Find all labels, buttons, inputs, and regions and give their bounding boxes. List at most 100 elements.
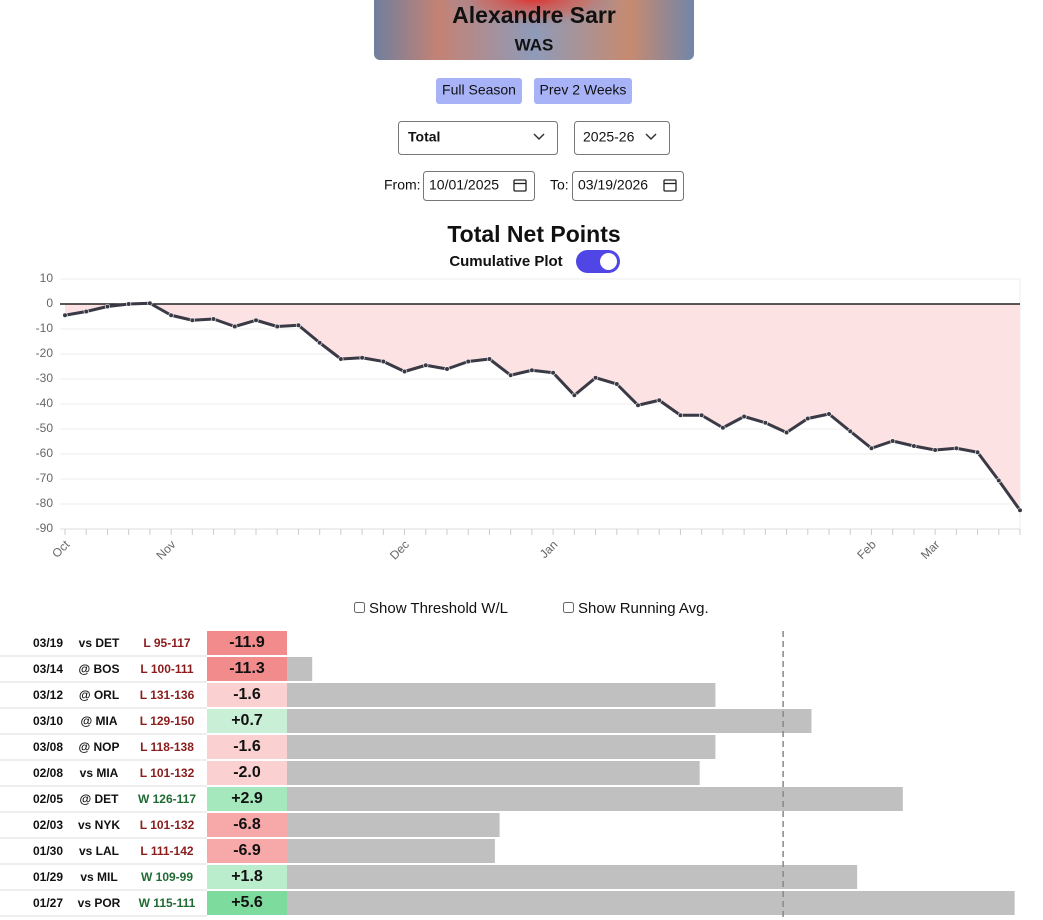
minutes-bar xyxy=(287,761,700,785)
date-value[interactable]: 03/19/2026 xyxy=(578,177,648,193)
value-cell xyxy=(207,683,287,707)
x-tick-label: Feb xyxy=(854,537,879,562)
y-tick-label: -20 xyxy=(36,346,54,360)
value-label: +5.6 xyxy=(231,894,263,911)
select-value[interactable]: Total xyxy=(408,129,440,145)
calendar-icon xyxy=(513,179,527,192)
value-cell xyxy=(207,813,287,837)
minutes-bar xyxy=(287,657,313,681)
point xyxy=(677,412,684,418)
point xyxy=(295,322,302,328)
select[interactable] xyxy=(398,121,558,155)
point xyxy=(486,356,493,362)
point xyxy=(508,372,514,378)
checkbox[interactable] xyxy=(354,602,365,613)
game-date: 01/29 xyxy=(33,870,63,884)
point xyxy=(359,355,365,361)
point xyxy=(953,445,959,451)
game-result: W 115-111 xyxy=(139,896,196,910)
button[interactable] xyxy=(436,78,522,104)
point xyxy=(423,362,429,368)
select[interactable] xyxy=(574,121,670,155)
value-label: +2.9 xyxy=(231,790,263,807)
row-bg xyxy=(0,735,207,759)
point xyxy=(847,428,853,434)
y-tick-label: -50 xyxy=(36,421,54,435)
checkbox[interactable] xyxy=(563,602,574,613)
point xyxy=(380,358,386,365)
game-result: L 118-138 xyxy=(140,740,194,754)
point xyxy=(868,445,875,451)
checkbox-label[interactable]: Show Threshold W/L xyxy=(369,600,508,617)
minutes-bar xyxy=(287,735,716,759)
point xyxy=(253,317,259,323)
date-input[interactable] xyxy=(572,171,684,201)
point xyxy=(805,415,811,422)
y-tick-label: -10 xyxy=(36,321,54,335)
game-date: 03/14 xyxy=(33,662,63,676)
value-cell xyxy=(207,839,287,863)
minutes-bar xyxy=(287,787,903,811)
game-date: 03/12 xyxy=(33,688,63,702)
value-label: +1.8 xyxy=(231,868,263,885)
point xyxy=(762,420,768,426)
toggle-knob xyxy=(600,253,617,270)
point xyxy=(210,316,217,322)
calendar-icon xyxy=(663,179,677,192)
minutes-bar xyxy=(287,709,812,733)
point xyxy=(571,392,577,398)
row-bg xyxy=(0,839,207,863)
value-label: -2.0 xyxy=(233,764,261,781)
value-cell xyxy=(207,865,287,889)
minutes-bar xyxy=(287,813,500,837)
row-bg xyxy=(0,761,207,785)
value-label: -11.3 xyxy=(229,660,265,677)
point xyxy=(444,366,450,372)
chart-title: Total Net Points xyxy=(447,221,620,247)
minutes-bar xyxy=(287,839,495,863)
card-image xyxy=(444,0,624,40)
row-bg xyxy=(0,865,207,889)
select-value[interactable]: 2025-26 xyxy=(583,129,635,145)
game-date: 01/30 xyxy=(33,844,63,858)
button[interactable] xyxy=(534,78,632,104)
point xyxy=(635,402,641,408)
x-tick-label: Nov xyxy=(153,537,178,562)
point xyxy=(656,397,662,403)
point xyxy=(699,412,705,418)
minutes-bar xyxy=(287,683,716,707)
y-tick-label: -60 xyxy=(36,446,54,460)
value-label: -1.6 xyxy=(233,686,261,703)
chevron xyxy=(533,133,545,141)
point xyxy=(826,411,832,417)
checkbox-label[interactable]: Show Running Avg. xyxy=(578,600,709,617)
value-cell xyxy=(207,657,287,681)
player-name: Alexandre Sarr xyxy=(452,2,616,28)
date-value[interactable]: 10/01/2025 xyxy=(429,177,499,193)
x-tick-label: Oct xyxy=(49,537,73,561)
game-result: W 126-117 xyxy=(138,792,196,806)
point xyxy=(401,368,408,375)
game-result: L 101-132 xyxy=(140,766,195,780)
opponent: @ NOP xyxy=(78,740,119,754)
point xyxy=(911,443,917,449)
game-result: L 100-111 xyxy=(140,662,193,676)
chevron xyxy=(645,133,657,141)
value-cell xyxy=(207,631,287,655)
game-date: 02/08 xyxy=(33,766,63,780)
point xyxy=(783,429,790,436)
point xyxy=(104,303,111,310)
button-label[interactable]: Prev 2 Weeks xyxy=(540,82,627,98)
y-tick-label: -40 xyxy=(36,396,54,410)
value-cell xyxy=(207,735,287,759)
opponent: @ ORL xyxy=(79,688,119,702)
value-cell xyxy=(207,787,287,811)
row-bg xyxy=(0,657,207,681)
point xyxy=(317,340,323,346)
date-input[interactable] xyxy=(423,171,535,201)
value-label: -11.9 xyxy=(229,634,265,651)
point xyxy=(274,323,280,330)
button-label[interactable]: Full Season xyxy=(442,82,516,98)
point xyxy=(126,301,132,307)
